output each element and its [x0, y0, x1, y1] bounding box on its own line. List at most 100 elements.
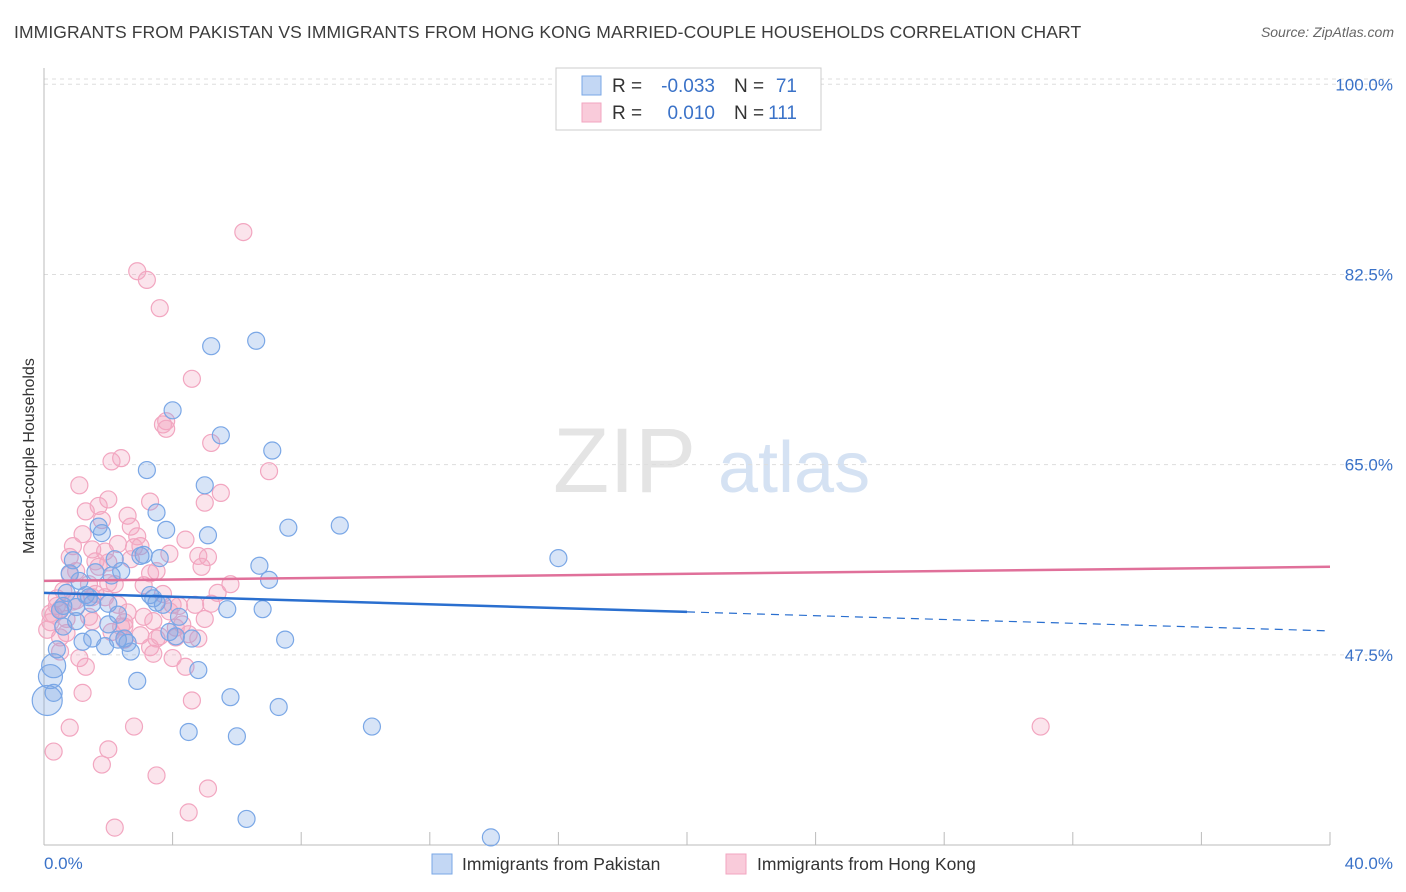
y-tick-labels: 47.5% 65.0% 82.5% 100.0% [1335, 75, 1393, 665]
hongkong-point-70 [163, 648, 182, 668]
trend-lines [43, 565, 1331, 632]
hongkong-point-49 [198, 547, 218, 567]
pakistan-trend-solid [43, 591, 688, 614]
pakistan-point-46 [211, 426, 230, 445]
hongkong-point-105 [157, 412, 176, 431]
pakistan-point-0 [31, 684, 63, 717]
hongkong-point-92 [160, 602, 179, 621]
pakistan-point-39 [166, 627, 185, 646]
x-ticks [43, 832, 1331, 845]
hongkong-point-48 [195, 493, 214, 512]
pakistan-point-30 [137, 460, 156, 480]
series-legend: Immigrants from Pakistan Immigrants from… [431, 853, 976, 875]
hongkong-point-47 [192, 557, 211, 576]
hongkong-point-58 [92, 755, 111, 774]
hongkong-point-77 [118, 506, 137, 525]
stats-n-value-hongkong: 111 [768, 103, 797, 124]
pakistan-point-67 [182, 629, 201, 648]
hongkong-trend [43, 565, 1331, 583]
pakistan-point-8 [63, 551, 83, 570]
pakistan-point-27 [128, 671, 147, 691]
hongkong-point-73 [195, 609, 214, 629]
pakistan-point-41 [179, 722, 198, 742]
hongkong-point-57 [73, 683, 92, 702]
hongkong-point-76 [83, 540, 102, 559]
hongkong-point-95 [76, 502, 95, 521]
hongkong-point-96 [108, 534, 128, 554]
pakistan-point-53 [253, 600, 272, 619]
hongkong-point-44 [182, 369, 201, 388]
chart-title: IMMIGRANTS FROM PAKISTAN VS IMMIGRANTS F… [14, 22, 1082, 42]
hongkong-point-87 [134, 607, 153, 626]
hongkong-point-109 [140, 638, 160, 657]
pakistan-point-45 [202, 337, 221, 356]
hongkong-point-50 [202, 594, 221, 613]
y-tick-label-2: 82.5% [1345, 265, 1393, 284]
hongkong-point-107 [99, 490, 118, 509]
hongkong-point-93 [189, 546, 208, 566]
hongkong-point-90 [70, 648, 89, 668]
hongkong-point-59 [99, 740, 118, 759]
pakistan-point-33 [147, 503, 166, 522]
stats-r-label-pakistan: R = [612, 76, 642, 97]
hongkong-point-42 [176, 530, 195, 549]
legend-swatch-pakistan [431, 853, 453, 875]
pakistan-point-59 [330, 516, 349, 535]
series-pakistan-points [31, 331, 568, 847]
watermark-atlas: atlas [718, 428, 870, 508]
pakistan-point-34 [150, 549, 169, 568]
pakistan-point-54 [259, 570, 279, 589]
hongkong-point-37 [157, 419, 176, 438]
pakistan-point-40 [169, 607, 189, 626]
pakistan-point-70 [83, 629, 102, 648]
pakistan-point-68 [54, 617, 73, 636]
watermark-zip: ZIP [553, 410, 696, 512]
y-tick-label-3: 100.0% [1335, 75, 1393, 94]
pakistan-point-3 [47, 640, 66, 659]
hongkong-point-53 [234, 222, 253, 242]
stats-legend-swatch-hongkong [581, 102, 602, 123]
hongkong-point-10 [70, 476, 89, 495]
pakistan-point-55 [263, 441, 282, 460]
stats-n-value-pakistan: 71 [776, 76, 797, 97]
pakistan-point-15 [86, 563, 105, 582]
hongkong-point-82 [128, 527, 147, 546]
pakistan-point-51 [247, 331, 266, 350]
hongkong-point-61 [124, 717, 144, 736]
pakistan-point-50 [237, 809, 256, 829]
pakistan-point-44 [198, 526, 218, 545]
hongkong-point-38 [160, 544, 179, 563]
pakistan-point-63 [44, 683, 63, 702]
legend-label-pakistan: Immigrants from Pakistan [462, 854, 660, 874]
pakistan-point-17 [92, 524, 111, 543]
series-hong-kong-points [38, 222, 1050, 837]
pakistan-point-38 [163, 401, 182, 420]
hongkong-point-65 [198, 779, 218, 798]
hongkong-point-106 [1031, 717, 1050, 736]
stats-n-label-pakistan: N = [734, 76, 764, 97]
hongkong-point-35 [150, 299, 169, 318]
x-tick-label-max: 40.0% [1345, 854, 1393, 873]
hongkong-point-11 [73, 525, 92, 544]
hongkong-point-8 [63, 537, 83, 556]
pakistan-point-42 [189, 660, 208, 680]
hongkong-point-88 [112, 449, 131, 468]
hongkong-point-108 [60, 547, 79, 567]
watermark: ZIP atlas [553, 410, 870, 512]
stats-r-value-hongkong: 0.010 [667, 103, 715, 124]
pakistan-point-69 [108, 605, 128, 624]
pakistan-point-49 [227, 727, 246, 746]
pakistan-point-52 [250, 556, 269, 575]
hongkong-point-33 [144, 612, 163, 631]
hongkong-point-60 [105, 818, 124, 837]
pakistan-point-61 [481, 828, 500, 847]
hongkong-point-31 [137, 270, 156, 290]
hongkong-point-54 [259, 462, 279, 481]
pakistan-point-23 [112, 562, 131, 581]
y-tick-label-0: 47.5% [1345, 646, 1393, 665]
pakistan-point-62 [549, 549, 568, 568]
stats-r-value-pakistan: -0.033 [661, 76, 715, 97]
pakistan-point-66 [147, 593, 166, 612]
hongkong-point-46 [189, 629, 208, 648]
